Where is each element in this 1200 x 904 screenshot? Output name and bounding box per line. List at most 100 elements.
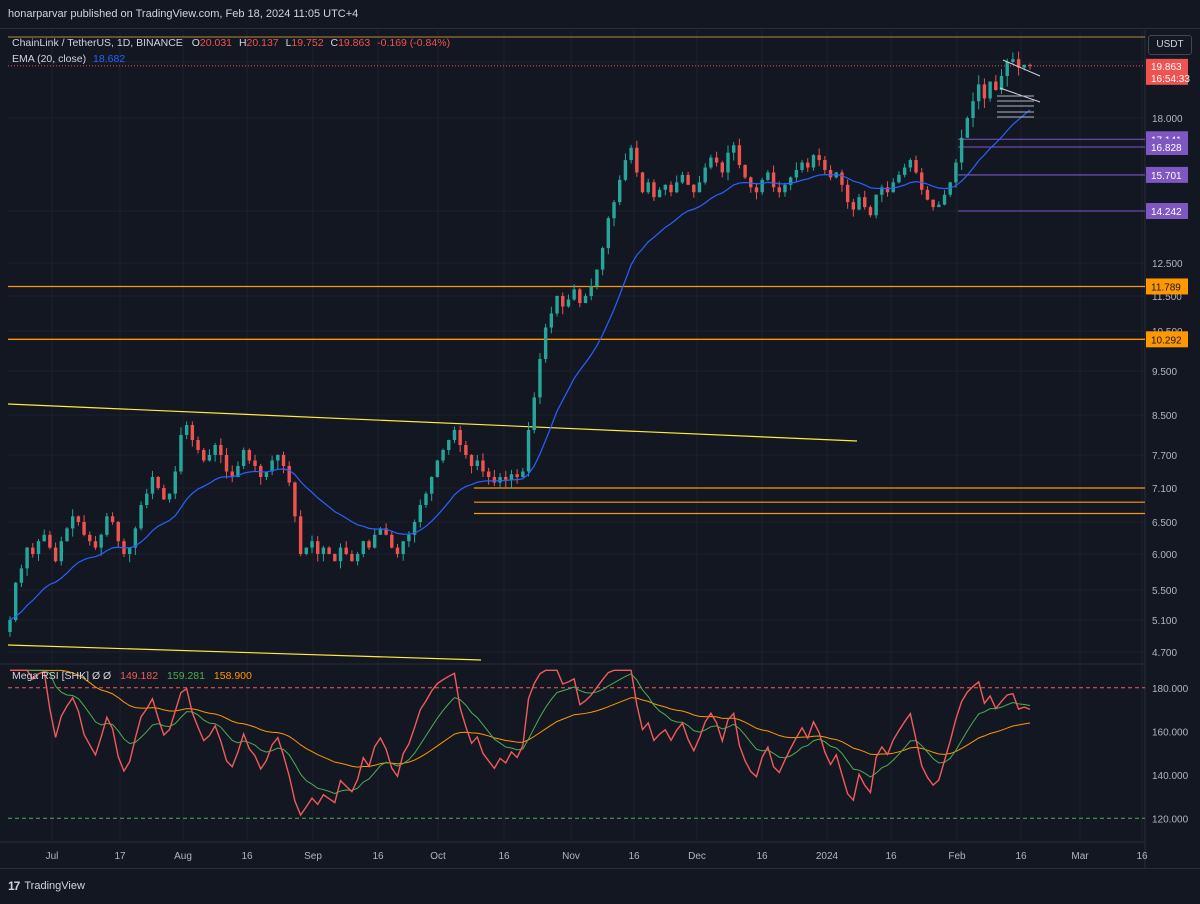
time-tick-label: Aug	[174, 851, 192, 862]
candle-body	[543, 327, 548, 359]
time-tick-label: Nov	[562, 851, 580, 862]
level-value: 14.242	[1151, 207, 1182, 218]
time-tick-label: Oct	[430, 851, 446, 862]
rsi-label[interactable]: Mega RSI [SHK] Ø Ø	[12, 670, 112, 682]
c-label: C	[330, 37, 339, 49]
candle-body	[36, 541, 41, 554]
last-price-badge	[1146, 58, 1188, 85]
candle-body	[333, 554, 337, 562]
tradingview-logo[interactable]: 17 TradingView	[8, 879, 85, 893]
candle-body	[378, 528, 383, 535]
price-tick-label: 8.500	[1152, 411, 1177, 422]
ema-line	[9, 109, 1031, 621]
candle-body	[8, 620, 12, 632]
candle-body	[53, 547, 58, 562]
candle-body	[481, 460, 485, 472]
candle-body	[441, 450, 445, 461]
candle-body	[1005, 62, 1009, 76]
currency-button[interactable]: USDT	[1148, 35, 1192, 55]
candle-body	[561, 296, 565, 307]
candle-body	[264, 471, 269, 477]
time-tick-label: 16	[756, 851, 768, 862]
candle-body	[788, 177, 793, 185]
candle-body	[99, 534, 103, 548]
candle-body	[977, 84, 981, 102]
candle-body	[538, 359, 542, 398]
candle-body	[93, 541, 98, 548]
candle-body	[145, 493, 149, 505]
candle-body	[868, 207, 873, 216]
candle-body	[116, 522, 120, 542]
rsi-tick-label: 160.000	[1152, 727, 1189, 738]
candle-body	[82, 522, 86, 535]
candle-body	[1011, 59, 1015, 62]
candle-body	[652, 182, 656, 198]
candle-body	[384, 528, 388, 535]
candle-body	[13, 582, 18, 620]
candle-body	[549, 313, 554, 328]
candle-body	[253, 460, 257, 466]
candle-body	[629, 147, 633, 161]
time-tick-label: 16	[885, 851, 897, 862]
time-tick-label: 16	[372, 851, 384, 862]
candle-body	[583, 296, 588, 303]
candle-body	[298, 516, 303, 554]
candle-body	[435, 460, 440, 477]
ema-legend: EMA (20, close) 18.682	[12, 53, 125, 65]
candle-body	[224, 455, 229, 472]
candle-body	[663, 184, 668, 190]
rsi-orange-line	[10, 669, 1031, 768]
publish-text: honarparvar published on TradingView.com…	[8, 8, 359, 20]
candle-body	[424, 493, 428, 505]
upper-trendline	[7, 403, 858, 442]
grid-layer	[0, 30, 1146, 868]
candle-body	[105, 516, 109, 535]
price-labels: 17.14116.82815.70114.24211.78910.29219.8…	[1146, 58, 1190, 348]
candle-body	[794, 169, 799, 178]
ema-label[interactable]: EMA (20, close)	[12, 53, 87, 65]
candle-body	[874, 194, 878, 216]
candle-body	[555, 296, 559, 314]
candle-body	[777, 187, 781, 193]
candle-body	[150, 477, 155, 494]
price-tick-label: 6.500	[1152, 518, 1177, 529]
candle-body	[316, 541, 320, 554]
candle-body	[344, 547, 348, 554]
candle-body	[760, 179, 764, 193]
candle-body	[709, 157, 713, 168]
candle-body	[48, 534, 52, 548]
candle-body	[270, 460, 274, 472]
price-tick-label: 5.500	[1152, 586, 1177, 597]
candle-body	[1016, 59, 1021, 68]
lower-trendline	[7, 644, 482, 661]
candle-body	[925, 189, 930, 200]
rsi-value-2: 159.281	[167, 670, 205, 682]
candle-body	[857, 197, 861, 210]
candle-body	[885, 187, 890, 193]
symbol-title[interactable]: ChainLink / TetherUS, 1D, BINANCE	[12, 37, 183, 49]
candle-body	[965, 118, 970, 138]
candle-body	[407, 534, 411, 542]
candle-body	[937, 204, 941, 208]
candle-body	[600, 248, 605, 270]
candle-body	[635, 147, 639, 173]
price-tick-label: 4.700	[1152, 648, 1177, 659]
rsi-green-line	[10, 669, 1031, 795]
level-value: 16.828	[1151, 143, 1182, 154]
candle-body	[390, 534, 394, 548]
candle-body	[327, 547, 331, 554]
candle-body	[623, 160, 628, 180]
candle-body	[162, 488, 166, 500]
level-badge	[1146, 139, 1188, 156]
candle-body	[515, 474, 519, 477]
rsi-value-1: 149.182	[120, 670, 159, 682]
candle-body	[800, 162, 804, 170]
candle-body	[236, 466, 240, 477]
price-tick-label: 7.700	[1152, 451, 1177, 462]
candle-body	[452, 430, 457, 440]
candle-body	[931, 199, 935, 208]
candle-body	[401, 541, 405, 554]
level-value: 10.292	[1151, 335, 1182, 346]
rsi-tick-label: 180.000	[1152, 684, 1189, 695]
